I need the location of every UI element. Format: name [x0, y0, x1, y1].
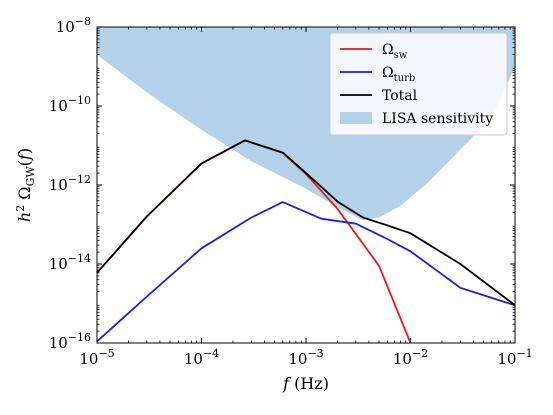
x-tick-label: 10−3 [288, 347, 323, 368]
y-axis-label: h2 ΩGW(f) [14, 148, 37, 222]
x-tick-label: 10−5 [79, 347, 114, 368]
x-axis-label: f (Hz) [282, 374, 329, 393]
y-tick-label: 10−14 [49, 252, 91, 273]
series-lines [97, 139, 515, 343]
x-tick-label: 10−1 [497, 347, 532, 368]
y-axis: 10−16 10−14 10−12 10−10 10−8 [49, 15, 515, 352]
legend-swatch-lisa [340, 112, 372, 124]
legend: Ωsw Ωturb Total LISA sensitivity [329, 32, 508, 136]
total-line [97, 139, 515, 307]
x-axis: 10−5 10−4 10−3 10−2 10−1 [79, 27, 533, 368]
y-tick-label: 10−8 [56, 15, 91, 36]
legend-label: LISA sensitivity [382, 111, 493, 127]
legend-label: Ωturb [382, 65, 415, 84]
legend-label: Total [382, 88, 418, 104]
x-tick-label: 10−2 [393, 347, 428, 368]
y-tick-label: 10−16 [49, 331, 91, 352]
legend-label: Ωsw [382, 42, 408, 61]
y-tick-label: 10−12 [49, 173, 91, 194]
y-tick-label: 10−10 [49, 94, 91, 115]
legend-box [329, 32, 508, 136]
omega-turb-line [97, 201, 515, 343]
x-tick-label: 10−4 [184, 347, 219, 368]
